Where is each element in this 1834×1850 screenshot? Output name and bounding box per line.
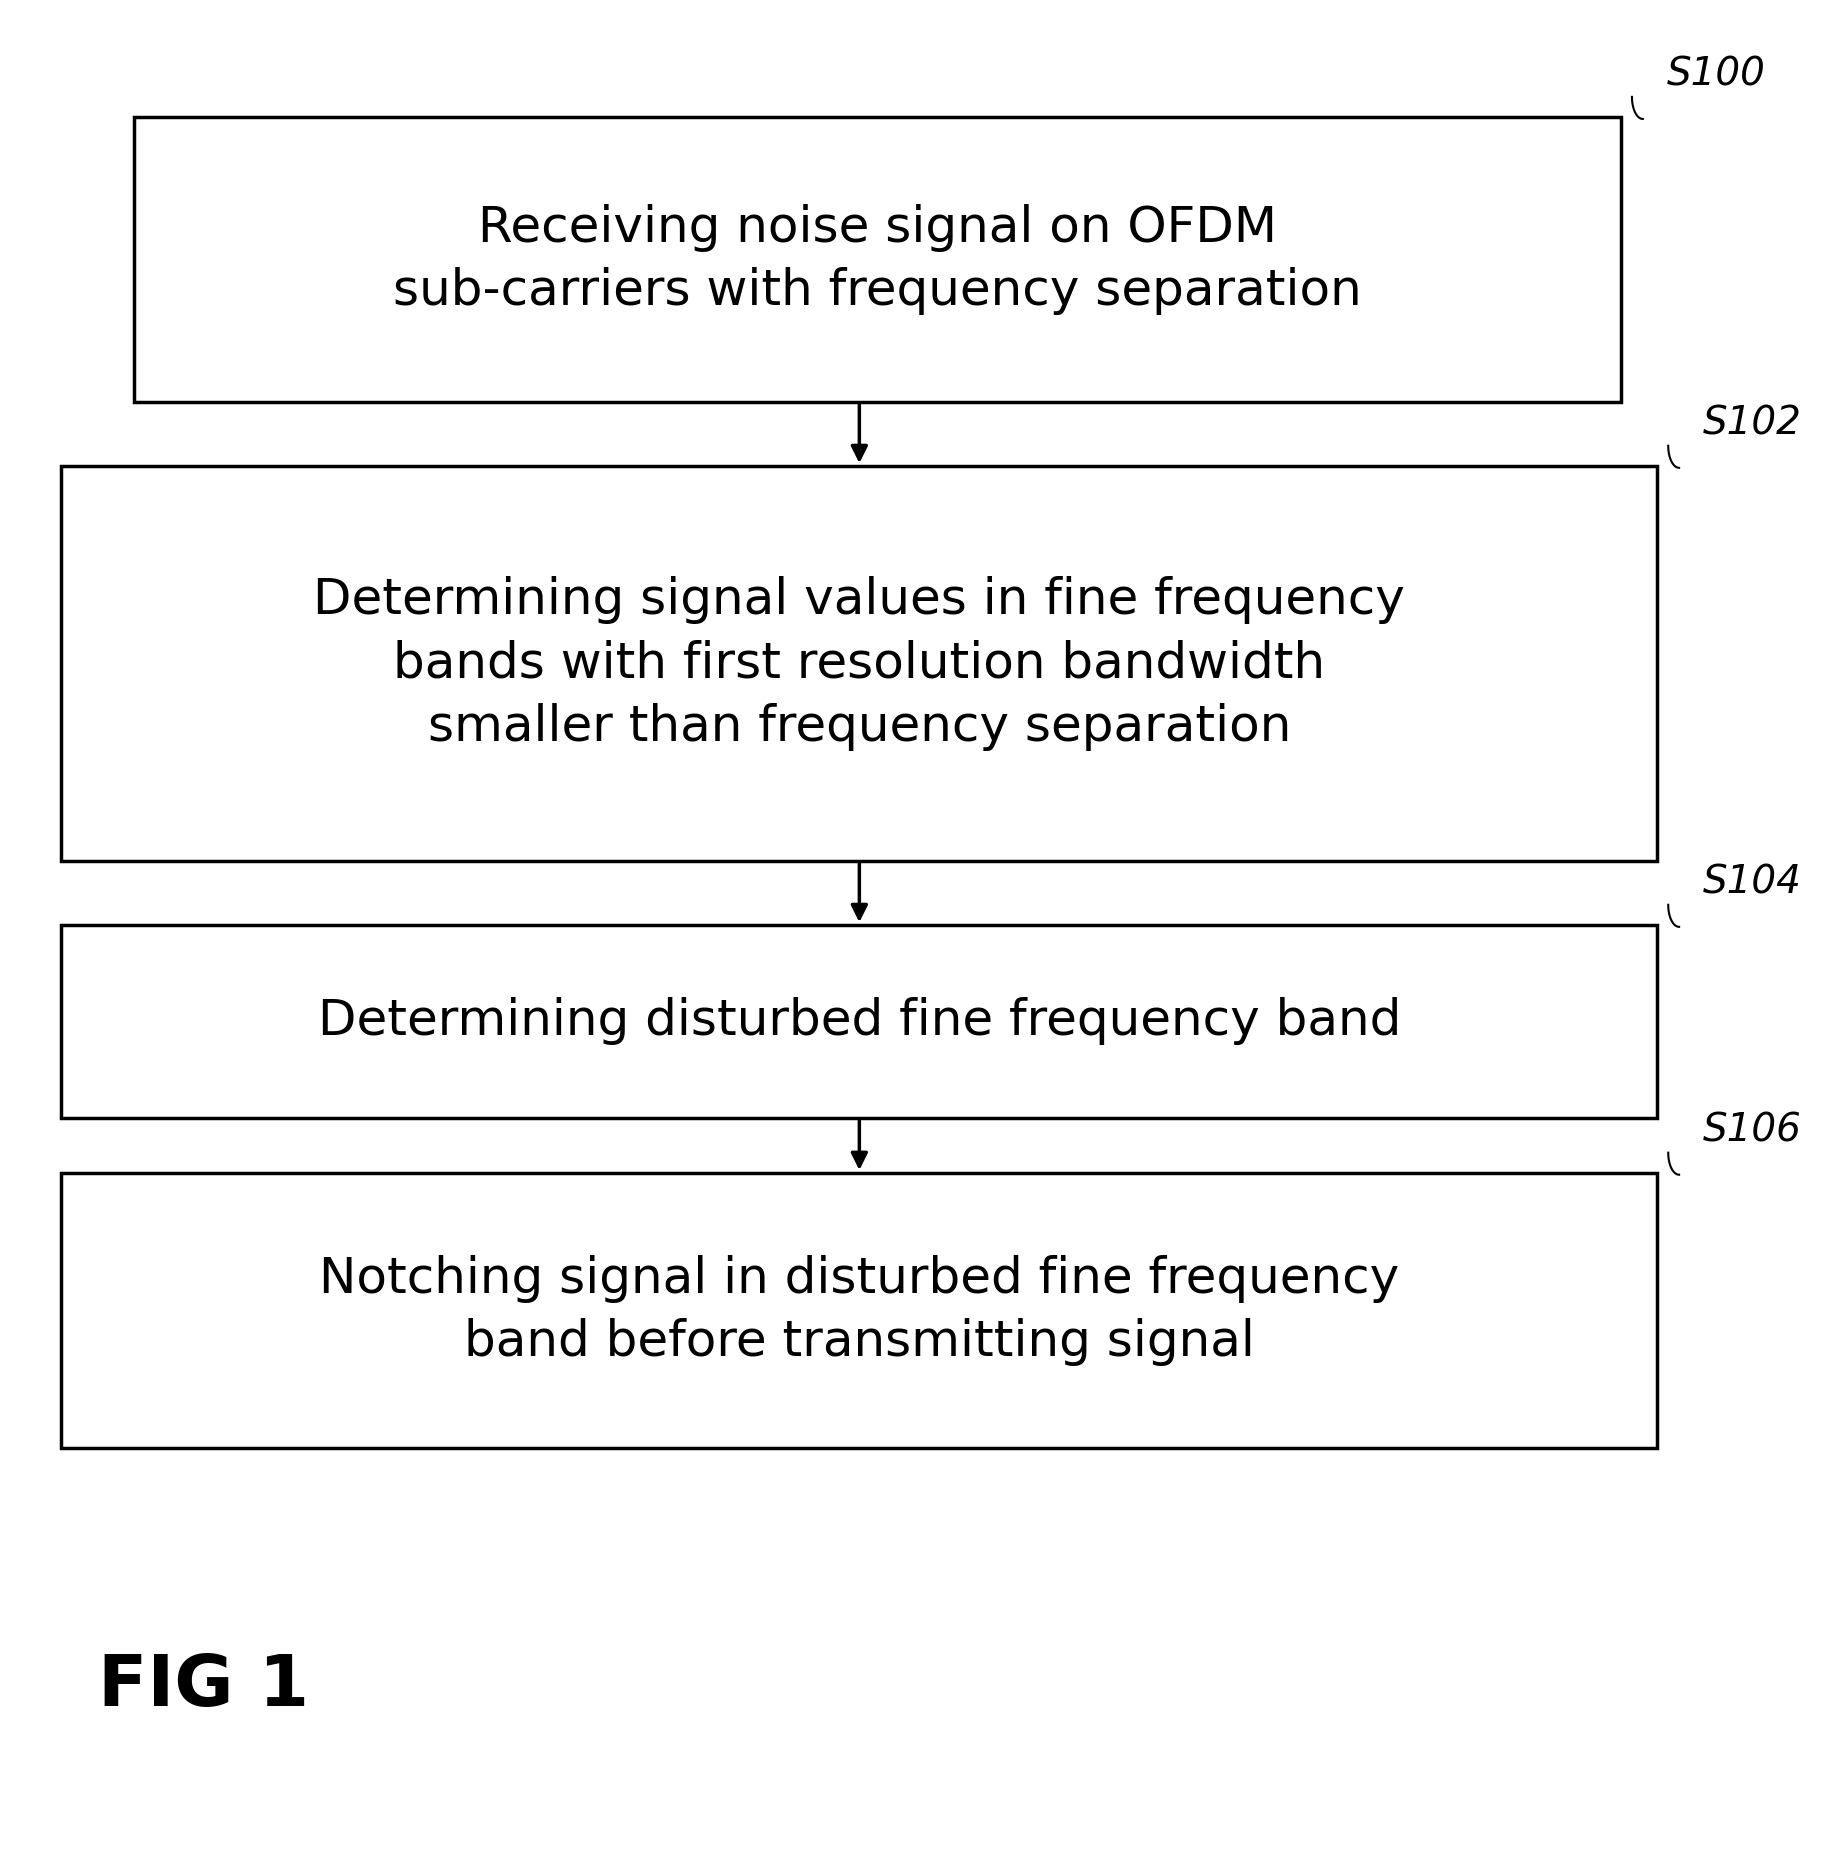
- Text: Determining signal values in fine frequency
bands with first resolution bandwidt: Determining signal values in fine freque…: [314, 575, 1405, 751]
- FancyBboxPatch shape: [61, 925, 1658, 1117]
- Text: S104: S104: [1702, 864, 1801, 901]
- FancyBboxPatch shape: [61, 466, 1658, 860]
- Text: S102: S102: [1702, 403, 1801, 442]
- Text: Notching signal in disturbed fine frequency
band before transmitting signal: Notching signal in disturbed fine freque…: [319, 1254, 1399, 1365]
- Text: S100: S100: [1667, 56, 1766, 92]
- FancyBboxPatch shape: [61, 1173, 1658, 1449]
- Text: Determining disturbed fine frequency band: Determining disturbed fine frequency ban…: [317, 997, 1401, 1045]
- FancyBboxPatch shape: [134, 117, 1621, 401]
- Text: FIG 1: FIG 1: [97, 1652, 308, 1722]
- Text: S106: S106: [1702, 1112, 1801, 1149]
- Text: Receiving noise signal on OFDM
sub-carriers with frequency separation: Receiving noise signal on OFDM sub-carri…: [392, 204, 1363, 314]
